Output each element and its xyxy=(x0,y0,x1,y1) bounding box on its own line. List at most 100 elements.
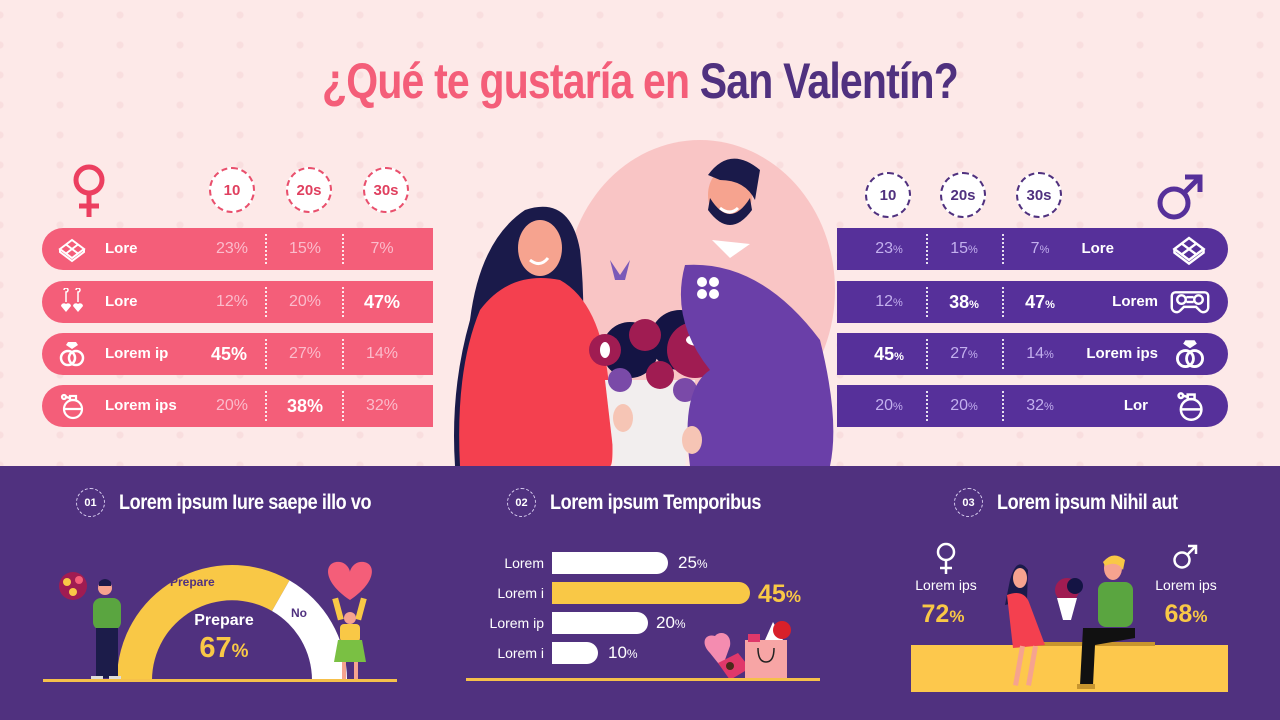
bar-label: Lorem xyxy=(504,555,544,571)
title-part-1: ¿Qué te gustaría en xyxy=(322,53,690,109)
percent-sign: % xyxy=(1044,401,1054,413)
male-row-chocolate: 23% 15% 7% Lore xyxy=(837,228,1228,270)
divider xyxy=(265,234,267,264)
bar-value: 45% xyxy=(758,580,801,609)
percent-sign: % xyxy=(1192,607,1208,626)
divider xyxy=(342,391,344,421)
male-stat-label: Lorem ips xyxy=(1155,577,1217,593)
divider xyxy=(926,339,928,369)
male-row-perfume: 20% 20% 32% Lor xyxy=(837,385,1228,427)
value-20s: 27% xyxy=(934,333,994,376)
percent-sign: % xyxy=(968,244,978,256)
female-stat-label: Lorem ips xyxy=(915,577,977,593)
gauge-chart xyxy=(117,564,347,680)
percent-sign: % xyxy=(893,297,903,309)
bar-value: 20% xyxy=(656,613,686,633)
percent-sign: % xyxy=(696,557,708,571)
age-circle-10-male: 10 xyxy=(865,172,911,218)
age-label: 30s xyxy=(1026,186,1052,204)
divider xyxy=(265,339,267,369)
row-label: Lore xyxy=(105,240,138,257)
divider xyxy=(342,287,344,317)
bar-label: Lorem i xyxy=(497,585,544,601)
percent-sign: % xyxy=(785,587,801,606)
bench-base xyxy=(911,645,1228,692)
perfume-icon xyxy=(60,393,84,420)
value-30s: 47% xyxy=(363,292,401,312)
value-10: 45% xyxy=(859,333,919,378)
chocolate-icon xyxy=(58,238,86,263)
percent-sign: % xyxy=(626,647,638,661)
rings-icon xyxy=(59,342,85,367)
value-number: 7 xyxy=(1030,240,1040,257)
female-stat-value: 72% xyxy=(898,600,988,629)
section-title: Lorem ipsum Temporibus xyxy=(550,490,761,514)
percent-sign: % xyxy=(1044,349,1054,361)
title-part-2: San Valentín? xyxy=(699,53,959,109)
bar-3 xyxy=(552,612,648,634)
section-2-baseline xyxy=(466,678,820,681)
bar-label: Lorem i xyxy=(497,645,544,661)
male-row-rings: 45% 27% 14% Lorem ips xyxy=(837,333,1228,375)
age-label: 10 xyxy=(223,181,241,199)
value-10: 12% xyxy=(859,281,919,324)
female-row-perfume: Lorem ips 20% 38% 32% xyxy=(42,385,433,427)
couple-flowers-illustration xyxy=(454,140,835,466)
value-20s: 15% xyxy=(288,240,322,257)
value-10: 20% xyxy=(859,385,919,428)
age-circle-30s-male: 30s xyxy=(1016,172,1062,218)
age-circle-10-female: 10 xyxy=(209,167,255,213)
value-30s: 32% xyxy=(365,397,399,414)
row-label: Lore xyxy=(1081,240,1114,257)
value-number: 72 xyxy=(921,600,950,628)
bar-label: Lorem ip xyxy=(489,615,544,631)
value-30s: 32% xyxy=(1010,385,1070,428)
divider xyxy=(1002,234,1004,264)
value-20s: 20% xyxy=(288,293,322,310)
percent-sign: % xyxy=(1039,244,1050,256)
chocolate-icon xyxy=(1172,236,1206,266)
value-10: 45% xyxy=(210,344,248,364)
value-30s: 14% xyxy=(365,345,399,362)
bar-4 xyxy=(552,642,598,664)
value-30s: 7% xyxy=(370,240,394,257)
section-number: 03 xyxy=(954,488,983,517)
section-title: Lorem ipsum Iure saepe illo vo xyxy=(119,490,372,514)
value-number: 15 xyxy=(950,240,968,257)
male-symbol-icon xyxy=(1157,174,1203,220)
value-20s: 15% xyxy=(934,228,994,271)
divider xyxy=(926,391,928,421)
bar-1 xyxy=(552,552,668,574)
section-3-header: 03 Lorem ipsum Nihil aut xyxy=(954,488,1207,517)
couple-bench-illustration xyxy=(1005,555,1155,689)
row-label: Lorem ip xyxy=(105,345,169,362)
age-label: 30s xyxy=(373,181,399,199)
gauge-value: 67% xyxy=(164,632,284,665)
age-circle-30s-female: 30s xyxy=(363,167,409,213)
percent-sign: % xyxy=(674,617,686,631)
value-20s: 38% xyxy=(934,281,994,326)
male-row-gamepad: 12% 38% 47% Lorem xyxy=(837,281,1228,323)
value-number: 47 xyxy=(1025,292,1046,312)
value-number: 67 xyxy=(199,632,232,664)
value-number: 25 xyxy=(678,553,697,572)
age-label: 10 xyxy=(879,186,897,204)
divider xyxy=(342,234,344,264)
divider xyxy=(926,234,928,264)
percent-sign: % xyxy=(893,401,903,413)
gauge-center-title: Prepare xyxy=(194,612,254,629)
value-30s: 7% xyxy=(1010,228,1070,271)
divider xyxy=(1002,391,1004,421)
page-title: ¿Qué te gustaría en San Valentín? xyxy=(115,52,1165,110)
perfume-icon xyxy=(1177,392,1203,421)
percent-sign: % xyxy=(949,607,965,626)
value-number: 12 xyxy=(875,293,893,310)
percent-sign: % xyxy=(969,299,979,311)
man-bouquet-illustration xyxy=(59,572,121,680)
earrings-icon xyxy=(61,288,83,312)
value-20s: 38% xyxy=(286,396,324,416)
value-30s: 47% xyxy=(1010,281,1070,326)
value-20s: 20% xyxy=(934,385,994,428)
gauge-segment-label: Prepare xyxy=(170,575,215,589)
female-symbol-icon xyxy=(936,542,956,574)
